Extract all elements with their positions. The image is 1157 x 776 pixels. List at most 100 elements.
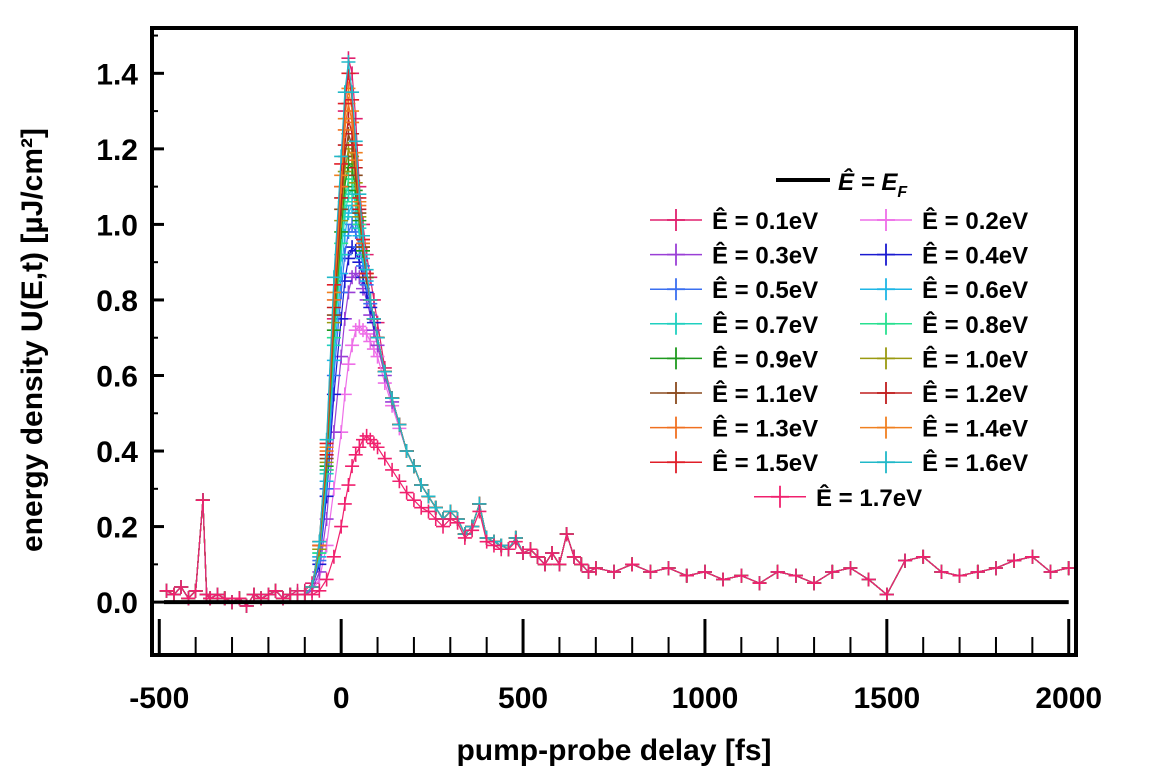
legend-marker bbox=[667, 451, 685, 474]
data-point bbox=[366, 436, 381, 451]
data-point bbox=[345, 459, 360, 474]
legend-label: Ê = 1.5eV bbox=[712, 449, 818, 477]
legend-entry-14: Ê = 1.4eV bbox=[860, 415, 1028, 443]
data-point bbox=[370, 330, 385, 345]
data-point bbox=[345, 338, 360, 353]
legend-marker bbox=[667, 278, 685, 301]
data-point bbox=[807, 576, 822, 591]
data-point bbox=[352, 319, 367, 334]
series-17 bbox=[159, 428, 1076, 613]
legend-label: Ê = 0.2eV bbox=[922, 207, 1028, 235]
y-tick-label: 1.2 bbox=[96, 134, 138, 167]
legend-subscript: F bbox=[897, 184, 908, 201]
data-point bbox=[559, 527, 574, 542]
legend-label: Ê = 1.6eV bbox=[922, 449, 1028, 477]
legend: Ê = EF Ê = 0.1eV Ê = 0.2eV Ê = 0.3eV Ê = 0.4… bbox=[650, 168, 1028, 512]
legend-marker bbox=[877, 278, 895, 301]
legend-entry-16: Ê = 1.6eV bbox=[860, 449, 1028, 477]
y-tick-label: 0.2 bbox=[96, 512, 138, 545]
data-point bbox=[643, 564, 658, 579]
data-point bbox=[716, 572, 731, 587]
data-point bbox=[341, 54, 356, 69]
data-point bbox=[421, 489, 436, 504]
data-point bbox=[188, 583, 203, 598]
data-point bbox=[406, 459, 421, 474]
data-point bbox=[916, 549, 931, 564]
legend-label: Ê = 1.2eV bbox=[922, 380, 1028, 408]
data-point bbox=[523, 542, 538, 557]
legend-marker bbox=[771, 485, 789, 508]
data-point bbox=[312, 534, 327, 549]
legend-label: Ê = 0.4eV bbox=[922, 242, 1028, 270]
legend-marker bbox=[877, 382, 895, 404]
legend-label: Ê = 0.1eV bbox=[712, 207, 818, 235]
y-tick-label: 0.8 bbox=[96, 285, 138, 318]
data-point bbox=[752, 576, 767, 591]
data-point bbox=[363, 334, 378, 349]
legend-entry-3: Ê = 0.3eV bbox=[650, 242, 818, 270]
legend-entry-17: Ê = 1.7eV bbox=[754, 484, 922, 512]
legend-marker bbox=[667, 382, 685, 404]
data-point bbox=[305, 587, 320, 602]
data-point bbox=[1025, 549, 1040, 564]
data-point bbox=[392, 417, 407, 432]
data-point bbox=[1043, 564, 1058, 579]
data-point bbox=[312, 583, 327, 598]
data-point bbox=[377, 451, 392, 466]
data-point bbox=[436, 519, 451, 534]
legend-marker bbox=[667, 209, 685, 231]
data-point bbox=[341, 81, 356, 96]
data-point bbox=[341, 357, 356, 372]
data-point bbox=[443, 512, 458, 527]
data-point bbox=[326, 549, 341, 564]
data-point bbox=[581, 564, 596, 579]
legend-entry-11: Ê = 1.1eV bbox=[650, 380, 818, 408]
data-point bbox=[246, 587, 261, 602]
legend-marker bbox=[667, 416, 685, 439]
data-point bbox=[465, 523, 480, 538]
legend-label: Ê = EF bbox=[838, 168, 908, 201]
y-axis-label: energy density U(E,t) [µJ/cm²] bbox=[16, 128, 49, 552]
data-point bbox=[697, 564, 712, 579]
data-point bbox=[166, 587, 181, 602]
data-point bbox=[530, 549, 545, 564]
legend-entry-6: Ê = 0.6eV bbox=[860, 276, 1028, 304]
legend-label: Ê = 0.3eV bbox=[712, 242, 818, 270]
data-point bbox=[326, 270, 341, 285]
data-point bbox=[348, 447, 363, 462]
legend-label: Ê = 0.5eV bbox=[712, 276, 818, 304]
legend-entry-4: Ê = 0.4eV bbox=[860, 242, 1028, 270]
data-point bbox=[414, 478, 429, 493]
legend-entry-1: Ê = 0.1eV bbox=[650, 207, 818, 235]
legend-entry-15: Ê = 1.5eV bbox=[650, 449, 818, 477]
legend-marker bbox=[877, 451, 895, 474]
legend-marker bbox=[667, 312, 685, 335]
data-point bbox=[734, 568, 749, 583]
data-point bbox=[1007, 553, 1022, 568]
data-point bbox=[661, 561, 676, 576]
data-point bbox=[399, 444, 414, 459]
data-point bbox=[934, 564, 949, 579]
legend-marker bbox=[877, 243, 895, 266]
data-point bbox=[788, 568, 803, 583]
legend-entry-8: Ê = 0.8eV bbox=[860, 311, 1028, 339]
data-point bbox=[348, 134, 363, 149]
data-point bbox=[334, 519, 349, 534]
legend-label: Ê = 1.3eV bbox=[712, 415, 818, 443]
legend-entry-5: Ê = 0.5eV bbox=[650, 276, 818, 304]
legend-entry-7: Ê = 0.7eV bbox=[650, 311, 818, 339]
data-marks bbox=[159, 51, 1076, 613]
y-tick-label: 0.6 bbox=[96, 360, 138, 393]
data-point bbox=[385, 462, 400, 477]
data-point bbox=[552, 557, 567, 572]
data-point bbox=[377, 364, 392, 379]
data-point bbox=[334, 349, 349, 364]
data-point bbox=[861, 572, 876, 587]
series-15 bbox=[159, 66, 1076, 613]
data-point bbox=[588, 561, 603, 576]
legend-marker bbox=[667, 347, 685, 370]
data-point bbox=[516, 546, 531, 561]
legend-marker bbox=[877, 312, 895, 335]
data-point bbox=[450, 515, 465, 530]
